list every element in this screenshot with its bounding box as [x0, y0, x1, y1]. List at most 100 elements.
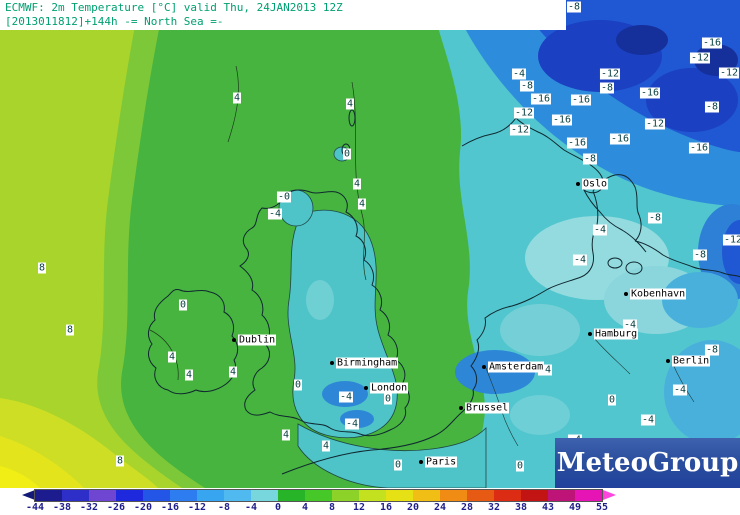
colorbar-segment — [89, 490, 116, 501]
temp-label: -16 — [609, 133, 631, 145]
temp-label: -8 — [582, 153, 598, 165]
temp-label: 4 — [228, 366, 238, 378]
temp-label: 8 — [37, 262, 47, 274]
colorbar-segment — [170, 490, 197, 501]
temp-label: -0 — [276, 191, 292, 203]
temp-label: 4 — [167, 351, 177, 363]
colorbar-tick: 38 — [514, 502, 528, 513]
colorbar-tick: 55 — [595, 502, 609, 513]
colorbar-segment — [278, 490, 305, 501]
temp-label: 4 — [281, 429, 291, 441]
colorbar-segment — [413, 490, 440, 501]
city-dot — [419, 460, 423, 464]
title-bar: ECMWF: 2m Temperature [°C] valid Thu, 24… — [0, 0, 566, 30]
colorbar-tick: 12 — [352, 502, 366, 513]
colorbar-tick: -44 — [25, 502, 45, 513]
temp-label: 8 — [115, 455, 125, 467]
temp-label: -4 — [267, 208, 283, 220]
title-line-2: [2013011812]+144h -= North Sea =- — [5, 15, 224, 28]
colorbar-tick: 32 — [487, 502, 501, 513]
title-line-1: ECMWF: 2m Temperature [°C] valid Thu, 24… — [5, 1, 343, 14]
temp-label: 4 — [232, 92, 242, 104]
city-dot — [624, 292, 628, 296]
temp-label: -8 — [599, 82, 615, 94]
city-label: Dublin — [238, 334, 277, 346]
temp-label: 4 — [321, 440, 331, 452]
temp-label: -8 — [692, 249, 708, 261]
temp-label: -4 — [672, 384, 688, 396]
colorbar-segment — [35, 490, 62, 501]
temp-label: 0 — [293, 379, 303, 391]
city-label: Oslo — [582, 178, 609, 190]
temp-label: 0 — [607, 394, 617, 406]
temp-label: -12 — [718, 67, 740, 79]
temp-label: 0 — [393, 459, 403, 471]
colorbar-segment — [521, 490, 548, 501]
colorbar-tick: 4 — [301, 502, 309, 513]
temp-label: -12 — [722, 234, 740, 246]
colorbar-tick: -16 — [160, 502, 180, 513]
temp-label: -4 — [572, 254, 588, 266]
colorbar-segment — [143, 490, 170, 501]
colorbar-ticks: -44 -38 -32 -26 -20 -16 -12 -8 -4 0 4 8 12 16 20 24 28 32… — [26, 502, 608, 514]
colorbar-tick: -12 — [187, 502, 207, 513]
temp-label: -12 — [644, 118, 666, 130]
map-area: 44044-0-48804440-40-444800-4-40-4-4-8-4-… — [0, 0, 740, 488]
city-dot — [482, 365, 486, 369]
colorbar-tick: 0 — [274, 502, 282, 513]
region-yellow-green — [0, 0, 182, 488]
colorbar-tick: -38 — [52, 502, 72, 513]
city-label: Kobenhavn — [630, 288, 687, 300]
city-dot — [330, 361, 334, 365]
legend-bar: -44 -38 -32 -26 -20 -16 -12 -8 -4 0 4 8 12 16 20 24 28 32… — [0, 488, 740, 515]
temp-label: -16 — [570, 94, 592, 106]
colorbar-left-arrow — [22, 490, 35, 500]
temp-label: 0 — [515, 460, 525, 472]
city-label: Hamburg — [594, 328, 639, 340]
colorbar-segment — [386, 490, 413, 501]
city-label: London — [370, 382, 409, 394]
city-label: Amsterdam — [488, 361, 545, 373]
temp-label: -4 — [338, 391, 354, 403]
meteogroup-logo: MeteoGroup — [555, 438, 740, 488]
temp-label: -4 — [622, 319, 638, 331]
city-dot — [232, 338, 236, 342]
temp-label: -12 — [599, 68, 621, 80]
colorbar-segment — [548, 490, 575, 501]
temp-label: -12 — [689, 52, 711, 64]
temp-label: -8 — [519, 80, 535, 92]
colorbar-segment — [494, 490, 521, 501]
temp-label: -4 — [537, 364, 553, 376]
colorbar-segment — [332, 490, 359, 501]
colorbar-right-arrow — [603, 490, 616, 500]
colorbar-segment — [440, 490, 467, 501]
city-dot — [666, 359, 670, 363]
city-dot — [364, 386, 368, 390]
temp-label: -16 — [551, 114, 573, 126]
colorbar-segment — [467, 490, 494, 501]
temp-label: -16 — [639, 87, 661, 99]
colorbar-tick: -4 — [244, 502, 258, 513]
temp-label: -4 — [511, 68, 527, 80]
city-label: Paris — [425, 456, 458, 468]
colorbar-tick: -20 — [133, 502, 153, 513]
temp-label: 8 — [65, 324, 75, 336]
temp-label: -8 — [704, 101, 720, 113]
temp-label: -16 — [688, 142, 710, 154]
temp-label: -4 — [344, 418, 360, 430]
temp-label: 4 — [352, 178, 362, 190]
region-england-cyan — [287, 209, 398, 439]
colorbar-tick: -8 — [217, 502, 231, 513]
colorbar-tick: 16 — [379, 502, 393, 513]
colorbar-tick: -32 — [79, 502, 99, 513]
colorbar-segment — [359, 490, 386, 501]
colorbar-tick: 24 — [433, 502, 447, 513]
city-label: Berlin — [672, 355, 711, 367]
temp-label: -16 — [530, 93, 552, 105]
temp-label: -12 — [509, 124, 531, 136]
colorbar-segment — [116, 490, 143, 501]
temp-label: -8 — [704, 344, 720, 356]
colorbar-tick: 49 — [568, 502, 582, 513]
temp-label: 0 — [383, 393, 393, 405]
